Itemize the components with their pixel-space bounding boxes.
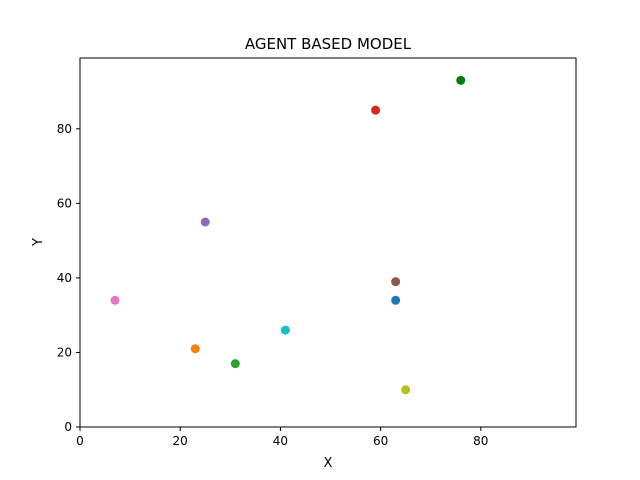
x-tick-label: 60 [373,434,388,448]
x-tick-label: 40 [273,434,288,448]
y-axis: 0 20 40 60 80 [57,122,80,434]
x-axis-label: X [324,456,333,471]
data-point [401,385,411,395]
x-tick-label: 20 [173,434,188,448]
data-point [456,75,466,85]
y-tick-label: 20 [57,345,72,359]
y-tick-label: 0 [64,420,72,434]
x-tick-label: 80 [473,434,488,448]
data-points [110,75,466,395]
data-point [190,344,200,354]
chart-title: AGENT BASED MODEL [245,35,412,53]
data-point [110,295,120,305]
data-point [371,105,381,115]
y-tick-label: 80 [57,122,72,136]
data-point [391,277,401,287]
y-axis-label: Y [31,238,46,247]
data-point [200,217,210,227]
plot-area [79,57,577,428]
x-tick-label: 0 [76,434,84,448]
y-tick-label: 60 [57,196,72,210]
data-point [391,295,401,305]
y-tick-label: 40 [57,271,72,285]
x-axis: 0 20 40 60 80 [76,427,488,448]
data-point [230,359,240,369]
data-point [280,325,290,335]
